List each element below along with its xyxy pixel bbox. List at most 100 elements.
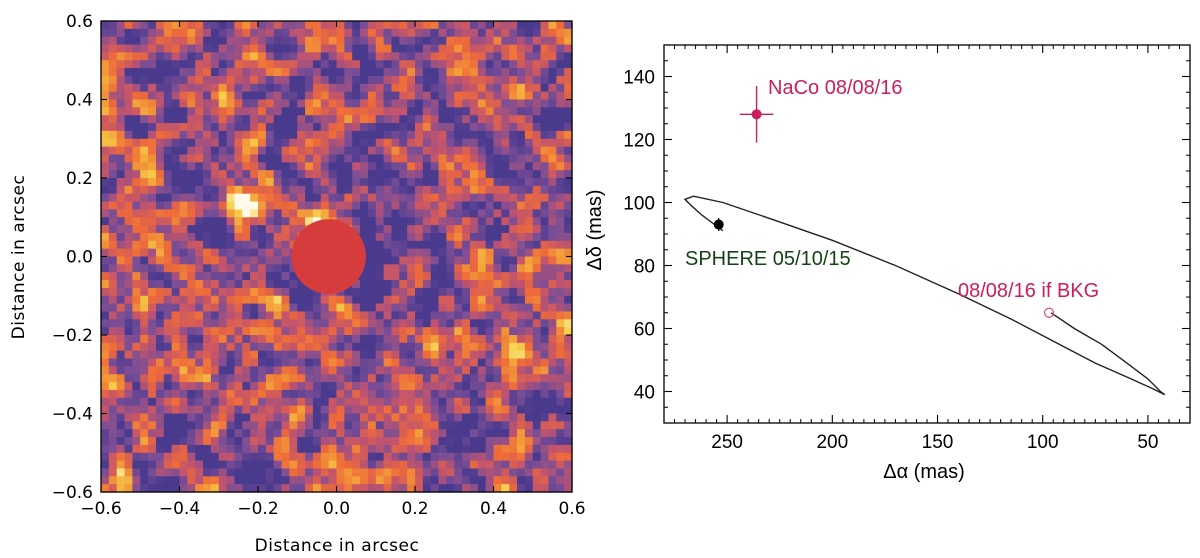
heatmap-cell — [320, 311, 330, 320]
heatmap-cell — [336, 138, 345, 148]
heatmap-cell — [548, 240, 557, 250]
heatmap-cell — [328, 28, 338, 38]
heatmap-cell — [540, 484, 550, 493]
heatmap-cell — [132, 123, 141, 132]
heatmap-cell — [454, 342, 463, 352]
heatmap-cell — [415, 389, 424, 399]
heatmap-cell — [312, 138, 322, 148]
heatmap-cell — [336, 75, 345, 85]
heatmap-cell — [367, 476, 377, 485]
heatmap-cell — [454, 327, 463, 336]
heatmap-cell — [493, 366, 502, 375]
heatmap-cell — [148, 193, 157, 203]
heatmap-cell — [524, 52, 534, 61]
heatmap-cell — [383, 280, 393, 289]
heatmap-cell — [540, 366, 550, 375]
heatmap-cell — [108, 138, 118, 148]
heatmap-cell — [540, 256, 550, 265]
heatmap-cell — [187, 287, 196, 297]
heatmap-cell — [509, 146, 518, 156]
heatmap-cell — [242, 201, 251, 210]
heatmap-cell — [415, 444, 424, 454]
heatmap-cell — [101, 138, 110, 148]
heatmap-cell — [477, 287, 487, 297]
heatmap-cell — [195, 248, 204, 258]
heatmap-cell — [383, 162, 393, 171]
heatmap-cell — [446, 209, 455, 218]
heatmap-cell — [548, 217, 557, 226]
heatmap-cell — [407, 287, 416, 297]
heatmap-cell — [281, 366, 290, 375]
heatmap-cell — [399, 319, 408, 328]
heatmap-cell — [312, 319, 322, 328]
heatmap-cell — [446, 287, 455, 297]
heatmap-cell — [312, 68, 322, 77]
heatmap-cell — [312, 444, 322, 454]
heatmap-cell — [399, 178, 408, 187]
heatmap-cell — [462, 178, 471, 187]
heatmap-cell — [234, 374, 243, 383]
heatmap-cell — [383, 21, 393, 30]
heatmap-cell — [297, 217, 306, 226]
heatmap-cell — [210, 68, 220, 77]
heatmap-cell — [163, 350, 173, 360]
heatmap-cell — [493, 185, 502, 195]
heatmap-cell — [540, 397, 550, 407]
heatmap-cell — [250, 366, 259, 375]
heatmap-cell — [524, 193, 534, 203]
heatmap-cell — [477, 366, 487, 375]
heatmap-cell — [312, 107, 322, 116]
heatmap-cell — [163, 225, 173, 234]
heatmap-cell — [360, 476, 369, 485]
heatmap-cell — [501, 28, 510, 38]
heatmap-cell — [391, 115, 400, 124]
heatmap-cell — [375, 240, 385, 250]
heatmap-cell — [383, 170, 393, 179]
heatmap-cell — [297, 91, 306, 101]
heatmap-cell — [438, 287, 447, 297]
heatmap-cell — [477, 115, 487, 124]
heatmap-cell — [297, 83, 306, 93]
heatmap-cell — [289, 107, 298, 116]
left-x-tick-label: −0.4 — [159, 499, 200, 519]
heatmap-cell — [430, 319, 440, 328]
heatmap-cell — [265, 138, 275, 148]
heatmap-cell — [477, 99, 487, 108]
heatmap-cell — [438, 397, 447, 407]
heatmap-cell — [540, 476, 550, 485]
heatmap-cell — [250, 374, 259, 383]
heatmap-cell — [532, 452, 542, 462]
heatmap-cell — [116, 327, 126, 336]
heatmap-cell — [171, 21, 181, 30]
heatmap-cell — [375, 342, 385, 352]
heatmap-cell — [532, 476, 542, 485]
heatmap-cell — [250, 232, 259, 242]
heatmap-cell — [360, 460, 369, 470]
heatmap-cell — [399, 217, 408, 226]
heatmap-cell — [258, 452, 267, 462]
heatmap-cell — [171, 115, 181, 124]
heatmap-cell — [242, 468, 251, 477]
heatmap-cell — [438, 468, 447, 477]
heatmap-cell — [454, 162, 463, 171]
heatmap-cell — [242, 287, 251, 297]
heatmap-cell — [226, 389, 236, 399]
heatmap-cell — [234, 240, 243, 250]
heatmap-cell — [273, 193, 283, 203]
heatmap-cell — [289, 303, 298, 313]
heatmap-cell — [297, 185, 306, 195]
heatmap-cell — [454, 209, 463, 218]
heatmap-cell — [556, 44, 565, 53]
heatmap-cell — [344, 83, 353, 93]
heatmap-cell — [203, 342, 212, 352]
heatmap-cell — [367, 484, 377, 493]
heatmap-cell — [132, 115, 141, 124]
heatmap-cell — [375, 452, 385, 462]
heatmap-cell — [422, 60, 432, 69]
heatmap-cell — [140, 115, 149, 124]
heatmap-cell — [446, 335, 455, 344]
heatmap-cell — [116, 248, 126, 258]
heatmap-cell — [108, 280, 118, 289]
heatmap-cell — [203, 382, 212, 391]
heatmap-cell — [226, 484, 236, 493]
